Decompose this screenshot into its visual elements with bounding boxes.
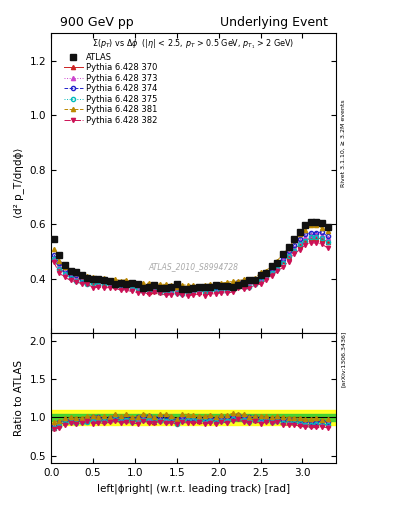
Bar	[51, 410, 336, 425]
Text: [arXiv:1306.3436]: [arXiv:1306.3436]	[341, 330, 346, 387]
Bar	[51, 414, 336, 421]
X-axis label: left|ϕright| (w.r.t. leading track) [rad]: left|ϕright| (w.r.t. leading track) [rad…	[97, 484, 290, 494]
Legend: ATLAS, Pythia 6.428 370, Pythia 6.428 373, Pythia 6.428 374, Pythia 6.428 375, P: ATLAS, Pythia 6.428 370, Pythia 6.428 37…	[61, 50, 161, 128]
Text: Rivet 3.1.10, ≥ 3.2M events: Rivet 3.1.10, ≥ 3.2M events	[341, 99, 346, 187]
Y-axis label: Ratio to ATLAS: Ratio to ATLAS	[14, 360, 24, 436]
Text: 900 GeV pp: 900 GeV pp	[60, 16, 133, 29]
Y-axis label: ⟨d² p_T/dηdϕ⟩: ⟨d² p_T/dηdϕ⟩	[13, 148, 24, 218]
Text: $\Sigma(p_T)$ vs $\Delta\phi$  ($|\eta|$ < 2.5, $p_T$ > 0.5 GeV, $p_{T_1}$ > 2 G: $\Sigma(p_T)$ vs $\Delta\phi$ ($|\eta|$ …	[92, 38, 295, 51]
Text: ATLAS_2010_S8994728: ATLAS_2010_S8994728	[149, 263, 239, 271]
Text: Underlying Event: Underlying Event	[220, 16, 327, 29]
